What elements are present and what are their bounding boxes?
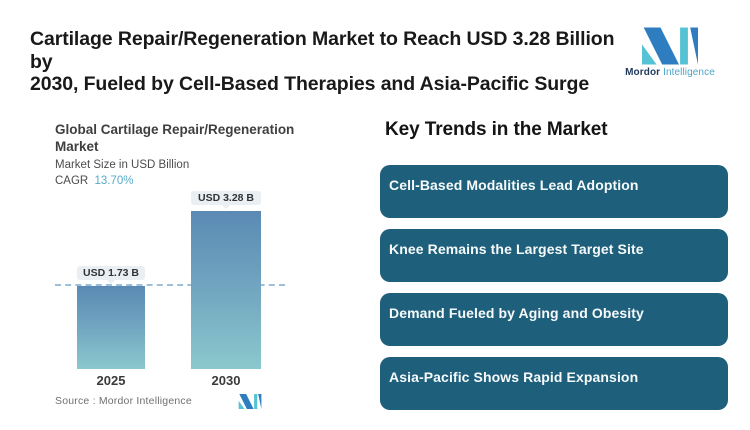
chart-title-line1: Global Cartilage Repair/Regeneration (55, 122, 295, 137)
x-axis-label-2025: 2025 (96, 373, 126, 388)
page-title-line1: Cartilage Repair/Regeneration Market to … (30, 28, 615, 73)
value-label-2025: USD 1.73 B (77, 266, 145, 284)
brand-name-secondary: Intelligence (663, 67, 715, 78)
reference-dashed-line (55, 284, 285, 286)
x-axis-label-2030: 2030 (211, 373, 241, 388)
trends-heading: Key Trends in the Market (385, 119, 608, 140)
trend-banner-aging-obesity: Demand Fueled by Aging and Obesity (380, 293, 728, 346)
brand-logo: Mordor Intelligence (622, 27, 718, 78)
page-title: Cartilage Repair/Regeneration Market to … (30, 28, 630, 96)
mordor-logo-icon (642, 27, 698, 65)
brand-wordmark: Mordor Intelligence (622, 67, 718, 78)
source-attribution: Source : Mordor Intelligence (55, 395, 192, 407)
value-label-2030: USD 3.28 B (191, 191, 261, 209)
chart-subtitle: Market Size in USD Billion (55, 159, 190, 171)
bar-2030 (191, 211, 261, 369)
page-title-line2: 2030, Fueled by Cell-Based Therapies and… (30, 73, 590, 95)
chart-title-line2: Market (55, 139, 99, 154)
trend-banner-knee: Knee Remains the Largest Target Site (380, 229, 728, 282)
brand-name-primary: Mordor (625, 67, 661, 78)
chart-cagr: CAGR 13.70% (55, 175, 133, 187)
mordor-logo-small-icon (238, 394, 262, 409)
trend-banner-asia-pacific: Asia-Pacific Shows Rapid Expansion (380, 357, 728, 410)
chart-title: Global Cartilage Repair/Regeneration Mar… (55, 121, 294, 155)
cagr-label: CAGR (55, 175, 89, 187)
cagr-value: 13.70% (94, 175, 134, 187)
bar-2025 (77, 286, 145, 369)
trend-banner-cell-based: Cell-Based Modalities Lead Adoption (380, 165, 728, 218)
